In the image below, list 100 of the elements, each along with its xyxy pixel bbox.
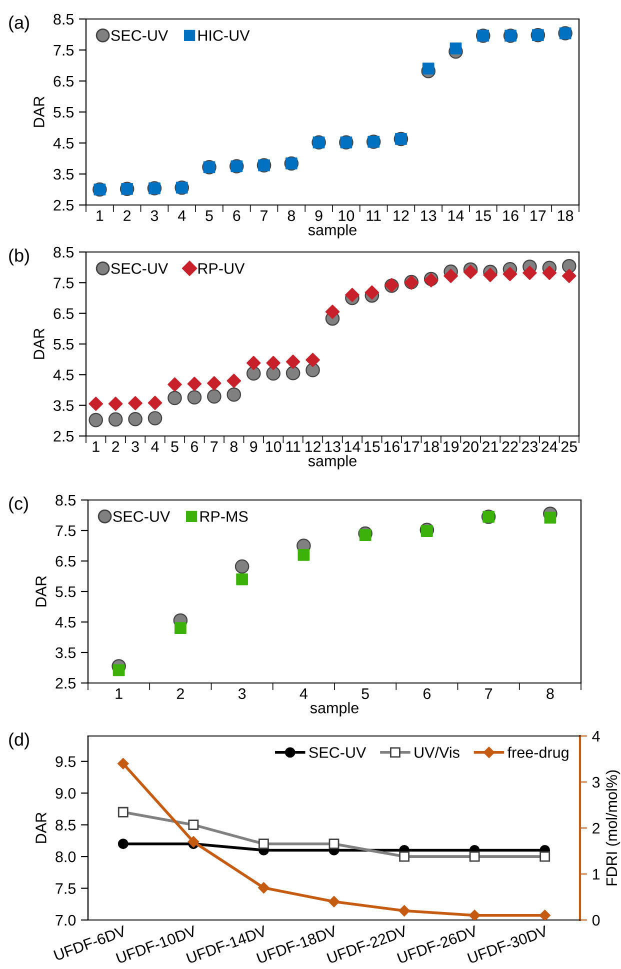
- y-tick-label: 7.5: [56, 526, 76, 536]
- x-tick-label: 2: [112, 441, 120, 452]
- y-axis-title: DAR: [36, 812, 46, 843]
- x-tick-label: 4: [151, 441, 159, 452]
- y-tick-label: 3.5: [54, 168, 74, 180]
- x-tick-label: 2: [124, 210, 131, 221]
- x-tick-label: 6: [190, 441, 198, 452]
- y-tick-label: 6.5: [54, 308, 74, 320]
- text: (d): [9, 732, 29, 750]
- x-tick-label: 10: [338, 210, 354, 222]
- y-tick-label: 3.5: [54, 400, 74, 412]
- y-axis-title: DAR: [34, 328, 44, 359]
- y-tick-label: 7.5: [56, 883, 76, 894]
- x-tick-label: 17: [530, 210, 546, 221]
- legend-label: SEC-UV: [113, 511, 170, 522]
- y-tick-label: 8.5: [54, 14, 74, 25]
- x-tick-label: 3: [132, 441, 139, 452]
- x-tick-label: 1: [96, 210, 104, 221]
- text: (c): [9, 496, 28, 514]
- x-tick-label: 8: [288, 210, 295, 222]
- x-tick-label: 6: [233, 210, 240, 222]
- y-tick-label: 4.5: [53, 370, 74, 380]
- x-tick-label: 13: [325, 441, 340, 452]
- x-tick-label: 16: [384, 441, 400, 452]
- x-tick-label: 9: [250, 441, 258, 452]
- x-tick-label: 15: [476, 210, 491, 222]
- y-tick-label: 5.5: [56, 586, 76, 598]
- x-tick-label: 7: [260, 210, 268, 221]
- text: (b): [9, 248, 29, 266]
- x-tick-label: 2: [176, 688, 184, 699]
- x-tick-label: 18: [424, 441, 439, 452]
- y-tick-label: 2.5: [54, 430, 74, 442]
- x-tick-label: 1: [92, 441, 100, 452]
- x-tick-label: 12: [305, 441, 321, 452]
- legend-label: SEC-UV: [309, 747, 366, 758]
- x-tick-label: 10: [266, 441, 282, 452]
- y-tick-label: 2.5: [54, 200, 74, 211]
- y-tick-label: 6.5: [56, 556, 76, 567]
- x-tick-label: 7: [485, 688, 492, 699]
- y-tick-label: 6.5: [54, 76, 74, 87]
- x-tick-label: 3: [238, 688, 246, 700]
- x-tick-label: 9: [315, 210, 322, 222]
- x-tick-label: 15: [364, 441, 380, 452]
- x-tick-label: 16: [503, 210, 518, 222]
- x-tick-label: 5: [206, 210, 213, 222]
- x-axis-title: sample: [308, 455, 356, 470]
- x-tick-label: 21: [482, 441, 498, 452]
- legend-label: UV/Vis: [414, 746, 460, 758]
- y-tick-label: 7.5: [54, 45, 74, 56]
- text: (a): [9, 16, 29, 32]
- y-axis-title: DAR: [36, 576, 46, 606]
- y2-tick-label: 4: [592, 731, 600, 742]
- x-tick-label: 5: [171, 441, 178, 452]
- y2-tick-label: 0: [592, 914, 600, 926]
- y2-tick-label: 2: [592, 822, 600, 834]
- legend-label: SEC-UV: [111, 30, 168, 41]
- x-tick-label: 6: [423, 688, 431, 700]
- x-tick-label: 4: [178, 210, 186, 221]
- x-tick-label: 19: [443, 441, 459, 452]
- y-tick-label: 8.5: [54, 246, 74, 258]
- y-tick-label: 8.5: [56, 820, 76, 831]
- x-tick-label: 24: [542, 441, 558, 452]
- x-tick-label: 17: [404, 441, 420, 452]
- legend-label: RP-MS: [200, 511, 248, 522]
- y2-tick-label: 3: [592, 776, 600, 788]
- y-tick-label: 5.5: [54, 339, 74, 350]
- y-tick-label: 5.5: [54, 107, 74, 118]
- y-axis-title: DAR: [34, 96, 44, 127]
- x-tick-label: 18: [558, 210, 574, 222]
- x-tick-label: 12: [394, 210, 409, 221]
- y-tick-label: 3.5: [56, 647, 76, 658]
- y-tick-label: 4.5: [55, 617, 76, 628]
- x-tick-label: 13: [421, 210, 436, 222]
- x-tick-label: 3: [150, 210, 158, 222]
- x-tick-label: 8: [546, 688, 554, 700]
- y2-axis-title: FDRI (mol/mol%): [606, 770, 620, 886]
- x-tick-label: 14: [344, 441, 360, 452]
- legend-label: RP-UV: [198, 263, 245, 274]
- x-axis-title: sample: [308, 224, 356, 238]
- y-tick-label: 8.5: [56, 494, 76, 506]
- x-axis-title: sample: [310, 702, 358, 716]
- x-tick-label: 20: [462, 441, 478, 452]
- x-tick-label: 4: [300, 688, 308, 699]
- x-tick-label: 8: [230, 441, 238, 452]
- x-tick-label: 23: [522, 441, 538, 452]
- y-tick-label: 8.0: [56, 851, 76, 862]
- legend-label: HIC-UV: [198, 30, 250, 41]
- x-tick-label: 22: [502, 441, 518, 452]
- y-tick-label: 9.5: [56, 756, 76, 768]
- legend-label: free-drug: [508, 746, 568, 761]
- y-tick-label: 7.0: [56, 914, 76, 926]
- y2-tick-label: 1: [592, 869, 600, 880]
- x-tick-label: 14: [448, 210, 464, 221]
- y-tick-label: 2.5: [56, 678, 76, 689]
- x-tick-label: 1: [116, 688, 122, 699]
- x-tick-label: 7: [210, 441, 218, 452]
- x-tick-label: 25: [561, 441, 577, 452]
- x-tick-label: 11: [286, 441, 300, 452]
- y-tick-label: 4.5: [53, 138, 74, 149]
- y-tick-label: 7.5: [54, 278, 74, 288]
